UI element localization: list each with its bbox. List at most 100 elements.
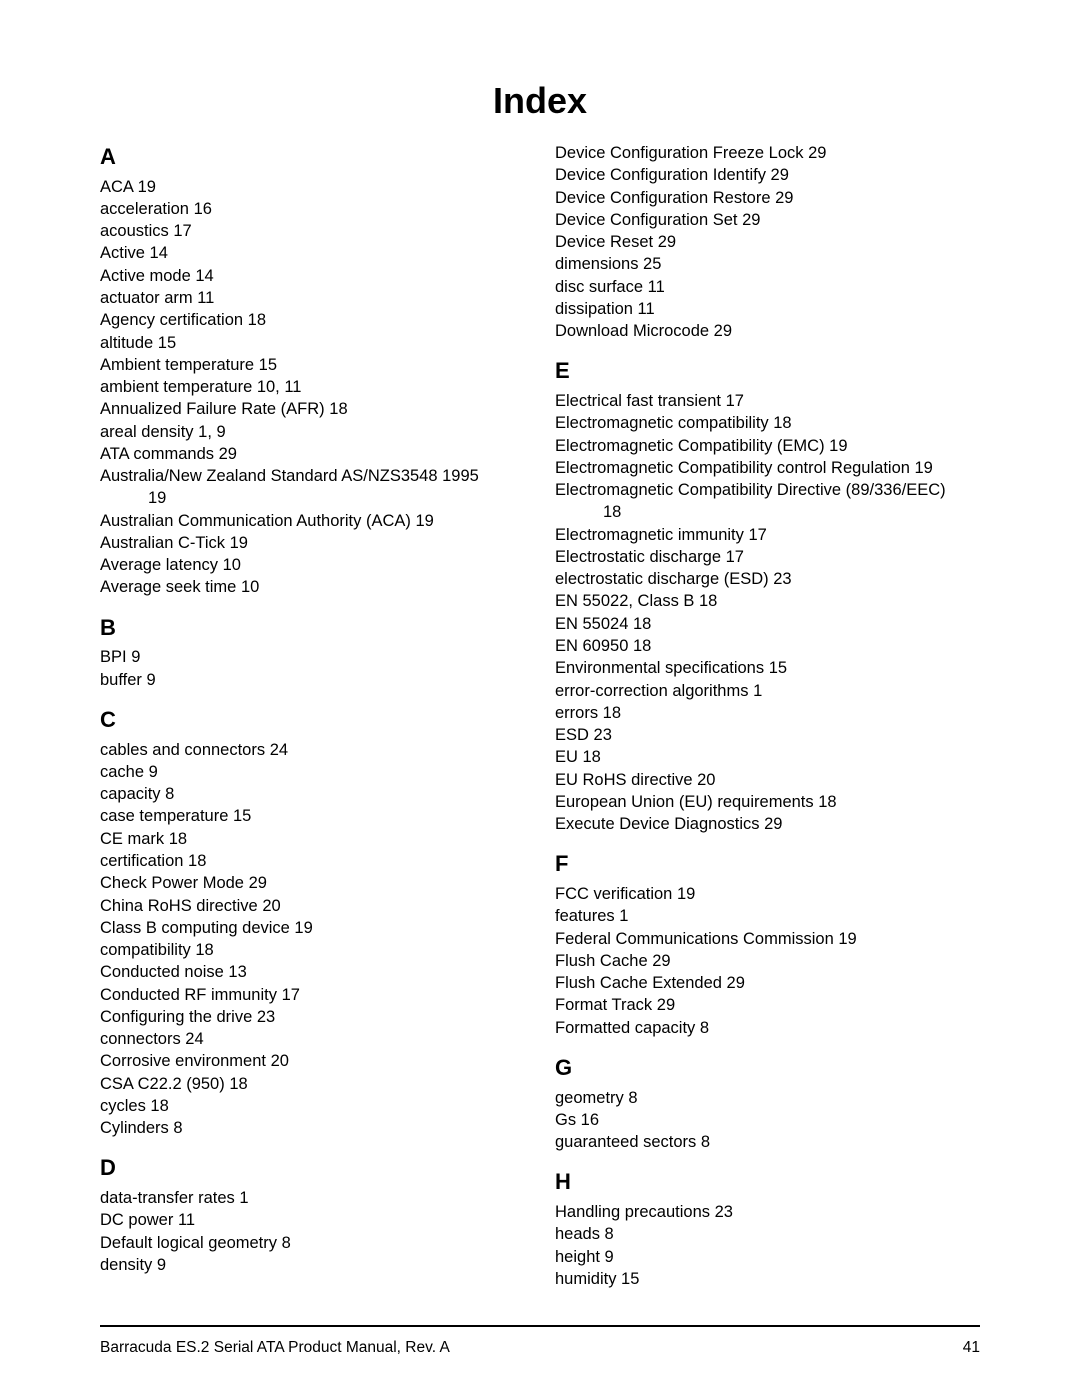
index-pages: 9 (142, 671, 156, 689)
index-pages: 15 (616, 1270, 639, 1288)
index-term: Electromagnetic immunity (555, 526, 744, 544)
index-entry: dissipation 11 (555, 298, 980, 320)
index-entry: density 9 (100, 1254, 525, 1276)
index-pages: 29 (738, 211, 761, 229)
index-pages: 17 (744, 526, 767, 544)
index-section-letter: E (555, 356, 980, 386)
index-term: China RoHS directive (100, 897, 258, 915)
index-pages: 23 (710, 1203, 733, 1221)
index-term: cycles (100, 1097, 146, 1115)
index-term: Active mode (100, 267, 191, 285)
index-section-letter: A (100, 142, 525, 172)
index-section-letter: G (555, 1053, 980, 1083)
index-entry: capacity 8 (100, 783, 525, 805)
index-term: DC power (100, 1211, 173, 1229)
index-entry: Handling precautions 23 (555, 1201, 980, 1223)
index-term: disc surface (555, 278, 643, 296)
index-entry: cables and connectors 24 (100, 739, 525, 761)
index-pages: 10 (236, 578, 259, 596)
index-pages: 23 (252, 1008, 275, 1026)
index-entry: Australian C-Tick 19 (100, 532, 525, 554)
index-term: Australian Communication Authority (ACA) (100, 512, 411, 530)
index-pages: 11 (193, 289, 215, 307)
index-term: heads (555, 1225, 600, 1243)
index-pages: 23 (589, 726, 612, 744)
index-term: guaranteed sectors (555, 1133, 696, 1151)
index-section-letter: B (100, 613, 525, 643)
index-entry: acoustics 17 (100, 220, 525, 242)
index-pages: 18 (325, 400, 348, 418)
index-term: data-transfer rates (100, 1189, 235, 1207)
index-entry: Active 14 (100, 242, 525, 264)
index-entry: errors 18 (555, 702, 980, 724)
index-entry: humidity 15 (555, 1268, 980, 1290)
index-entry: geometry 8 (555, 1087, 980, 1109)
index-entry: Format Track 29 (555, 994, 980, 1016)
index-pages: 1 (615, 907, 629, 925)
index-term: cache (100, 763, 144, 781)
index-term: Electromagnetic compatibility (555, 414, 769, 432)
index-entry: Australia/New Zealand Standard AS/NZS354… (100, 465, 525, 487)
index-entry: EU 18 (555, 746, 980, 768)
index-pages: 18 (225, 1075, 248, 1093)
index-pages: 20 (693, 771, 716, 789)
index-entry: DC power 11 (100, 1209, 525, 1231)
index-term: Default logical geometry (100, 1234, 277, 1252)
index-pages: 17 (277, 986, 300, 1004)
index-term: dissipation (555, 300, 633, 318)
index-term: cables and connectors (100, 741, 265, 759)
index-pages: 15 (764, 659, 787, 677)
index-entry: actuator arm 11 (100, 287, 525, 309)
index-term: certification (100, 852, 183, 870)
index-term: Ambient temperature (100, 356, 254, 374)
index-term: case temperature (100, 807, 228, 825)
index-term: dimensions (555, 255, 638, 273)
index-pages: 24 (265, 741, 288, 759)
index-pages: 10, 11 (252, 378, 301, 396)
index-entry: ambient temperature 10, 11 (100, 376, 525, 398)
index-entry: Australian Communication Authority (ACA)… (100, 510, 525, 532)
index-entry: CE mark 18 (100, 828, 525, 850)
index-term: Federal Communications Commission (555, 930, 834, 948)
index-term: Conducted noise (100, 963, 224, 981)
index-pages: 20 (266, 1052, 289, 1070)
index-entry: areal density 1, 9 (100, 421, 525, 443)
index-entry: Device Configuration Restore 29 (555, 187, 980, 209)
index-entry: connectors 24 (100, 1028, 525, 1050)
index-entry: Class B computing device 19 (100, 917, 525, 939)
index-entry: case temperature 15 (100, 805, 525, 827)
index-pages: 29 (709, 322, 732, 340)
index-entry: cycles 18 (100, 1095, 525, 1117)
index-pages: 8 (696, 1133, 710, 1151)
index-term: ambient temperature (100, 378, 252, 396)
index-term: humidity (555, 1270, 616, 1288)
index-entry: EN 60950 18 (555, 635, 980, 657)
index-pages: 9 (152, 1256, 166, 1274)
index-pages: 11 (633, 300, 655, 318)
index-entry: disc surface 11 (555, 276, 980, 298)
index-entry: altitude 15 (100, 332, 525, 354)
index-term: CE mark (100, 830, 164, 848)
index-entry: Electrical fast transient 17 (555, 390, 980, 412)
index-term: EU (555, 748, 578, 766)
left-column: AACA 19acceleration 16acoustics 17Active… (100, 142, 525, 1290)
index-entry: Average latency 10 (100, 554, 525, 576)
index-entry: Average seek time 10 (100, 576, 525, 598)
index-pages: 29 (648, 952, 671, 970)
index-pages: 14 (191, 267, 214, 285)
index-pages: 19 (290, 919, 313, 937)
index-section-letter: C (100, 705, 525, 735)
index-pages: 8 (161, 785, 175, 803)
index-term: height (555, 1248, 600, 1266)
index-pages: 29 (214, 445, 237, 463)
index-term: error-correction algorithms (555, 682, 748, 700)
footer-left: Barracuda ES.2 Serial ATA Product Manual… (100, 1339, 450, 1357)
index-entry: Ambient temperature 15 (100, 354, 525, 376)
index-entry: BPI 9 (100, 646, 525, 668)
index-term: geometry (555, 1089, 624, 1107)
index-term: acoustics (100, 222, 169, 240)
index-pages: 18 (769, 414, 792, 432)
index-term: Flush Cache Extended (555, 974, 722, 992)
index-term: CSA C22.2 (950) (100, 1075, 225, 1093)
index-entry: Electromagnetic immunity 17 (555, 524, 980, 546)
